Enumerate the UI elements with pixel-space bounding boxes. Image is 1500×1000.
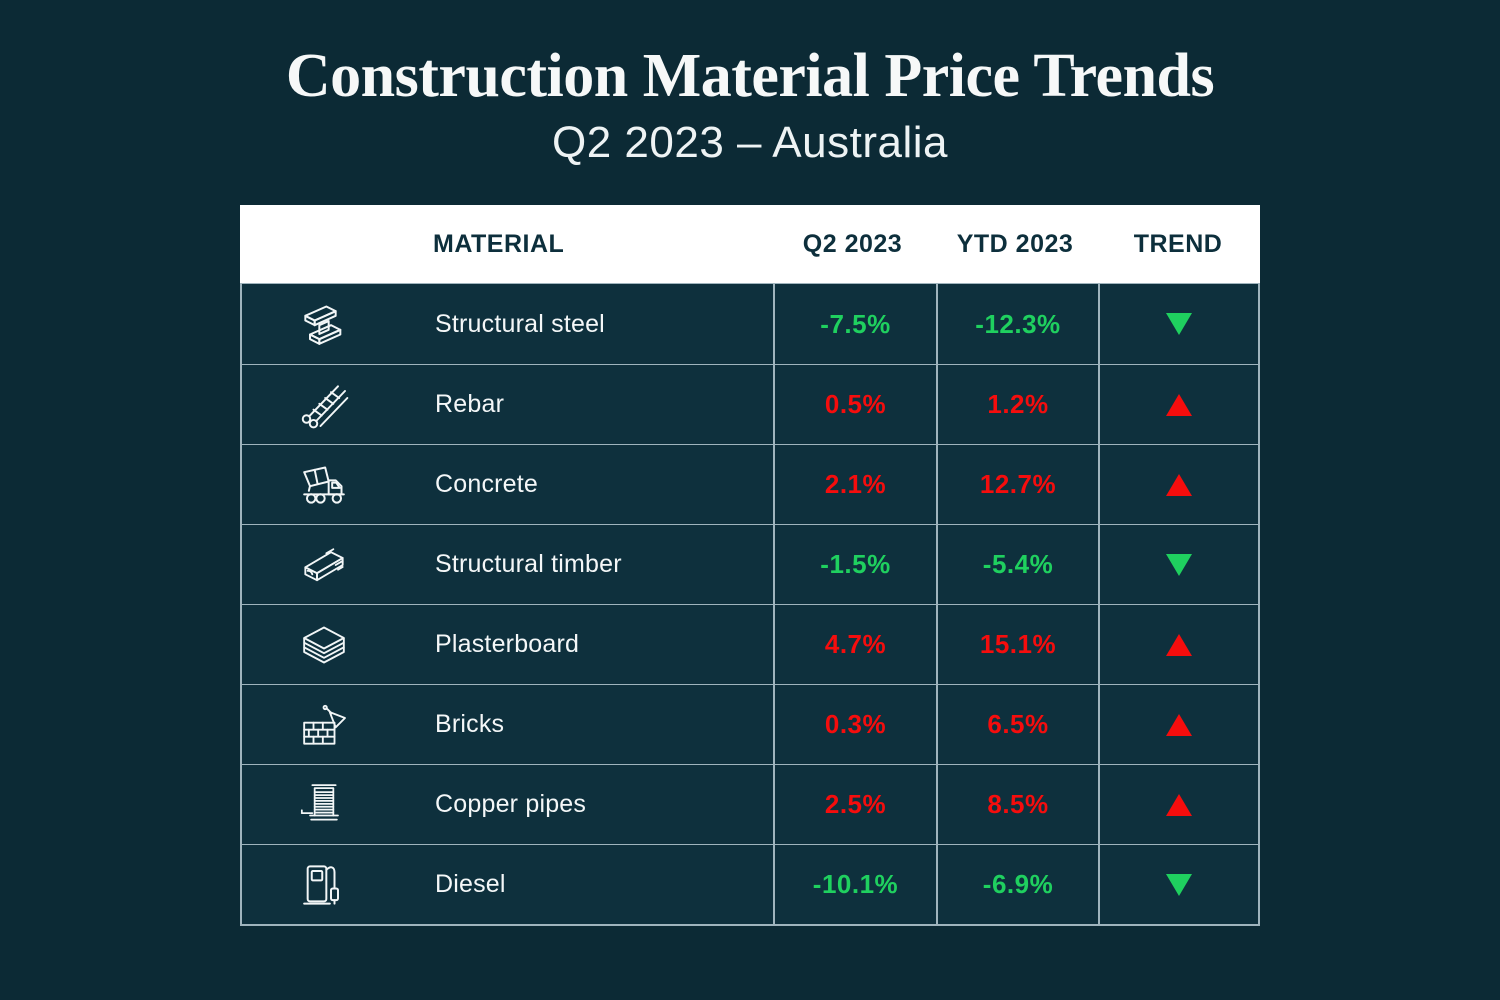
- column-header-trend: TREND: [1133, 229, 1223, 258]
- trend-arrow-icon: [1166, 473, 1192, 496]
- plasterboard-icon: [295, 616, 353, 674]
- trend-arrow-icon: [1166, 313, 1192, 335]
- table-row: Concrete 2.1% 12.7%: [242, 444, 1258, 524]
- ytd-cell: 12.7%: [936, 445, 1098, 524]
- table-row: Diesel -10.1% -6.9%: [242, 844, 1258, 924]
- page-subtitle: Q2 2023 – Australia: [552, 118, 948, 167]
- steel-beam-icon: [295, 295, 353, 353]
- material-cell: Diesel: [242, 845, 773, 924]
- price-trends-table: MATERIAL Q2 2023 YTD 2023 TREND: [240, 205, 1260, 926]
- table-row: Plasterboard 4.7% 15.1%: [242, 604, 1258, 684]
- ytd-cell: -5.4%: [936, 525, 1098, 604]
- page-title: Construction Material Price Trends: [285, 42, 1215, 110]
- q2-cell: 2.5%: [773, 765, 936, 844]
- ytd-cell: 8.5%: [936, 765, 1098, 844]
- q2-value: -10.1%: [812, 869, 899, 899]
- material-label: Plasterboard: [435, 630, 580, 658]
- trend-arrow-icon: [1166, 393, 1192, 416]
- trend-arrow-icon: [1166, 873, 1192, 896]
- table-row: Copper pipes 2.5% 8.5%: [242, 764, 1258, 844]
- fuel-pump-icon: [295, 856, 353, 914]
- q2-value: -1.5%: [820, 549, 891, 579]
- trend-arrow-icon: [1166, 633, 1192, 656]
- ytd-value: -12.3%: [975, 308, 1061, 339]
- bricks-icon: [295, 696, 353, 754]
- table-header: MATERIAL Q2 2023 YTD 2023 TREND: [240, 205, 1260, 283]
- ytd-value: 15.1%: [979, 629, 1057, 659]
- timber-icon: [295, 536, 353, 594]
- trend-arrow-icon: [1166, 713, 1192, 736]
- trend-arrow-icon: [1166, 553, 1192, 576]
- ytd-value: -5.4%: [982, 549, 1054, 579]
- ytd-cell: 15.1%: [936, 605, 1098, 684]
- table-row: Structural timber -1.5% -5.4%: [242, 524, 1258, 604]
- ytd-value: 12.7%: [979, 469, 1057, 499]
- column-header-material: MATERIAL: [433, 229, 565, 258]
- q2-value: -7.5%: [820, 308, 891, 339]
- trend-cell: [1098, 685, 1258, 764]
- material-cell: Copper pipes: [242, 765, 773, 844]
- material-label: Copper pipes: [435, 790, 587, 818]
- q2-cell: 2.1%: [773, 445, 936, 524]
- rebar-icon: [295, 376, 353, 434]
- trend-cell: [1098, 284, 1258, 364]
- table-row: Structural steel -7.5% -12.3%: [242, 284, 1258, 364]
- q2-value: 2.1%: [824, 469, 887, 499]
- material-label: Diesel: [435, 870, 506, 898]
- trend-cell: [1098, 605, 1258, 684]
- q2-value: 4.7%: [824, 629, 887, 659]
- ytd-value: 1.2%: [987, 389, 1049, 419]
- trend-cell: [1098, 525, 1258, 604]
- q2-cell: 4.7%: [773, 605, 936, 684]
- ytd-cell: 6.5%: [936, 685, 1098, 764]
- q2-cell: 0.3%: [773, 685, 936, 764]
- concrete-mixer-icon: [295, 456, 353, 514]
- trend-cell: [1098, 765, 1258, 844]
- q2-cell: -1.5%: [773, 525, 936, 604]
- ytd-value: -6.9%: [982, 869, 1054, 899]
- material-label: Structural steel: [435, 309, 605, 338]
- q2-cell: -7.5%: [773, 284, 936, 364]
- material-label: Structural timber: [435, 550, 622, 578]
- q2-value: 0.3%: [824, 709, 887, 739]
- q2-cell: 0.5%: [773, 365, 936, 444]
- table-row: Bricks 0.3% 6.5%: [242, 684, 1258, 764]
- ytd-cell: -6.9%: [936, 845, 1098, 924]
- table-body: Structural steel -7.5% -12.3%: [240, 283, 1260, 926]
- column-header-ytd-2023: YTD 2023: [956, 229, 1074, 258]
- trend-cell: [1098, 365, 1258, 444]
- trend-cell: [1098, 445, 1258, 524]
- material-cell: Bricks: [242, 685, 773, 764]
- ytd-cell: 1.2%: [936, 365, 1098, 444]
- ytd-value: 8.5%: [987, 789, 1049, 819]
- table-row: Rebar 0.5% 1.2%: [242, 364, 1258, 444]
- material-cell: Rebar: [242, 365, 773, 444]
- ytd-cell: -12.3%: [936, 284, 1098, 364]
- column-header-q2-2023: Q2 2023: [802, 229, 903, 258]
- copper-coil-icon: [295, 776, 353, 834]
- material-label: Concrete: [435, 470, 539, 498]
- ytd-value: 6.5%: [987, 709, 1049, 739]
- trend-arrow-icon: [1166, 793, 1192, 816]
- material-cell: Structural timber: [242, 525, 773, 604]
- material-cell: Plasterboard: [242, 605, 773, 684]
- q2-cell: -10.1%: [773, 845, 936, 924]
- trend-cell: [1098, 845, 1258, 924]
- q2-value: 2.5%: [824, 789, 887, 819]
- material-cell: Concrete: [242, 445, 773, 524]
- material-label: Bricks: [435, 710, 505, 738]
- material-label: Rebar: [435, 390, 505, 418]
- q2-value: 0.5%: [824, 389, 887, 419]
- material-cell: Structural steel: [242, 284, 773, 364]
